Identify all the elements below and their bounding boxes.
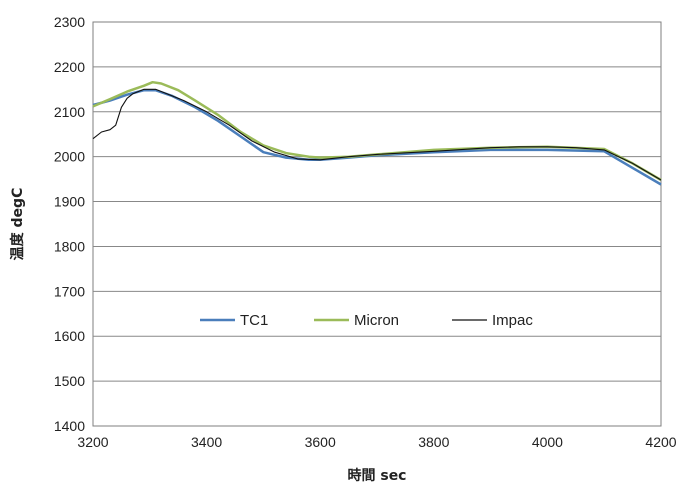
- y-tick-label: 1900: [54, 194, 85, 210]
- series-line-impac: [92, 88, 662, 181]
- legend: TC1 Micron Impac: [200, 312, 533, 329]
- series-lines: [92, 80, 662, 186]
- y-tick-label: 2200: [54, 59, 85, 75]
- y-tick-label: 1600: [54, 328, 85, 344]
- y-tick-labels: 1400 1500 1600 1700 1800 1900 2000 2100 2200 2300: [54, 14, 85, 434]
- y-tick-label: 2000: [54, 149, 85, 165]
- x-tick-labels: 3200 3400 3600 3800 4000 4200: [77, 434, 676, 450]
- y-tick-label: 2100: [54, 104, 85, 120]
- plot-area: [92, 21, 662, 427]
- x-tick-label: 3600: [305, 434, 336, 450]
- legend-label-tc1: TC1: [240, 312, 268, 329]
- horizontal-gridlines: [93, 66, 661, 382]
- x-tick-label: 3800: [418, 434, 449, 450]
- x-tick-label: 4000: [532, 434, 563, 450]
- y-tick-label: 2300: [54, 14, 85, 30]
- legend-label-micron: Micron: [354, 312, 399, 329]
- y-tick-label: 1400: [54, 418, 85, 434]
- legend-label-impac: Impac: [492, 312, 533, 329]
- x-tick-label: 3400: [191, 434, 222, 450]
- x-tick-label: 3200: [77, 434, 108, 450]
- x-tick-label: 4200: [645, 434, 676, 450]
- y-tick-label: 1700: [54, 283, 85, 299]
- y-tick-label: 1500: [54, 373, 85, 389]
- x-axis-title: 時間 sec: [347, 467, 406, 484]
- y-axis-title: 温度 degC: [9, 188, 26, 261]
- y-tick-label: 1800: [54, 238, 85, 254]
- series-line-tc1: [92, 88, 662, 186]
